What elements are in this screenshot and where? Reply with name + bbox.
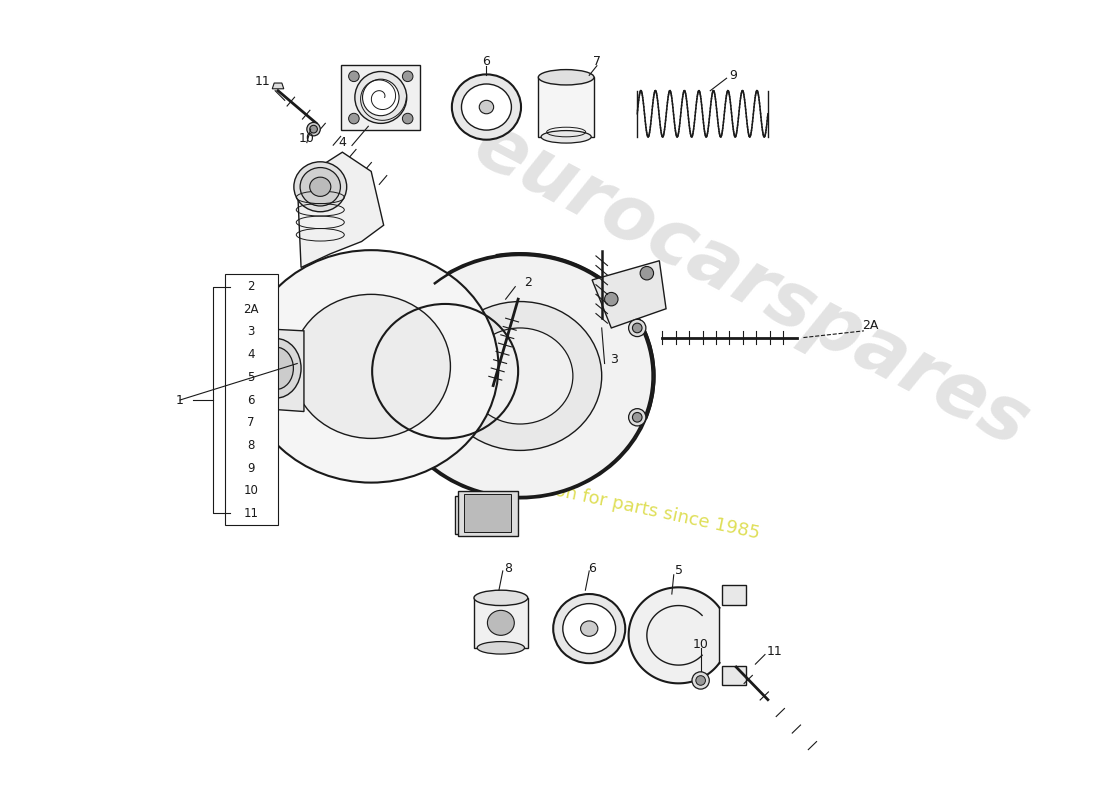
Ellipse shape — [541, 130, 591, 143]
Ellipse shape — [487, 610, 515, 635]
Text: eurocarspares: eurocarspares — [461, 107, 1041, 462]
Circle shape — [310, 126, 318, 133]
Text: 9: 9 — [729, 69, 737, 82]
Text: 5: 5 — [248, 371, 255, 384]
Ellipse shape — [468, 328, 573, 424]
Text: 8: 8 — [248, 439, 255, 452]
Ellipse shape — [553, 594, 625, 663]
Circle shape — [692, 672, 710, 689]
Circle shape — [355, 71, 407, 123]
Text: 2A: 2A — [862, 318, 879, 331]
Polygon shape — [474, 598, 528, 648]
Ellipse shape — [258, 347, 294, 390]
Text: 11: 11 — [243, 507, 258, 520]
Text: 10: 10 — [244, 484, 258, 497]
Text: 2A: 2A — [243, 303, 258, 316]
Text: 6: 6 — [588, 562, 596, 574]
Ellipse shape — [439, 302, 602, 450]
Polygon shape — [454, 496, 507, 534]
Ellipse shape — [310, 177, 331, 196]
Circle shape — [632, 413, 642, 422]
Ellipse shape — [480, 100, 494, 114]
Ellipse shape — [538, 70, 594, 85]
Text: 1: 1 — [176, 394, 184, 406]
Text: 6: 6 — [248, 394, 255, 406]
Circle shape — [605, 293, 618, 306]
Text: 4: 4 — [339, 136, 346, 149]
Circle shape — [307, 122, 320, 136]
Polygon shape — [592, 261, 667, 328]
Ellipse shape — [581, 621, 598, 636]
Text: 4: 4 — [248, 348, 255, 361]
Circle shape — [640, 266, 653, 280]
Ellipse shape — [462, 84, 512, 130]
Ellipse shape — [300, 167, 340, 206]
Polygon shape — [341, 65, 420, 130]
Polygon shape — [297, 152, 384, 267]
Text: 9: 9 — [248, 462, 255, 474]
Circle shape — [628, 319, 646, 337]
Text: 3: 3 — [248, 326, 255, 338]
Text: 10: 10 — [299, 132, 315, 146]
Ellipse shape — [294, 162, 346, 212]
Polygon shape — [722, 666, 746, 686]
Polygon shape — [461, 498, 502, 533]
Text: 7: 7 — [248, 416, 255, 429]
Text: 10: 10 — [693, 638, 708, 651]
Circle shape — [628, 409, 646, 426]
Text: 11: 11 — [767, 645, 782, 658]
Polygon shape — [628, 587, 719, 683]
FancyBboxPatch shape — [226, 274, 278, 525]
Text: 2: 2 — [248, 280, 255, 293]
Circle shape — [403, 114, 412, 124]
Ellipse shape — [474, 590, 528, 606]
Text: 8: 8 — [505, 562, 513, 574]
Ellipse shape — [292, 294, 450, 438]
Text: 6: 6 — [483, 55, 491, 69]
Text: 7: 7 — [593, 55, 601, 69]
Ellipse shape — [563, 604, 616, 654]
Polygon shape — [538, 78, 594, 137]
Circle shape — [632, 323, 642, 333]
Text: a passion for parts since 1985: a passion for parts since 1985 — [491, 469, 761, 543]
Polygon shape — [722, 586, 746, 605]
Ellipse shape — [452, 74, 521, 140]
Circle shape — [403, 71, 412, 82]
Text: 11: 11 — [255, 74, 271, 88]
Ellipse shape — [477, 642, 525, 654]
Ellipse shape — [251, 338, 301, 398]
Polygon shape — [250, 328, 304, 411]
Circle shape — [349, 114, 360, 124]
Polygon shape — [464, 494, 512, 531]
Text: 2: 2 — [524, 276, 531, 290]
Circle shape — [363, 79, 399, 116]
Circle shape — [696, 676, 705, 686]
Ellipse shape — [386, 254, 654, 498]
Text: 5: 5 — [674, 565, 682, 578]
Text: 3: 3 — [610, 353, 618, 366]
Polygon shape — [273, 83, 284, 89]
Ellipse shape — [244, 250, 498, 482]
Circle shape — [349, 71, 360, 82]
Polygon shape — [458, 491, 518, 536]
